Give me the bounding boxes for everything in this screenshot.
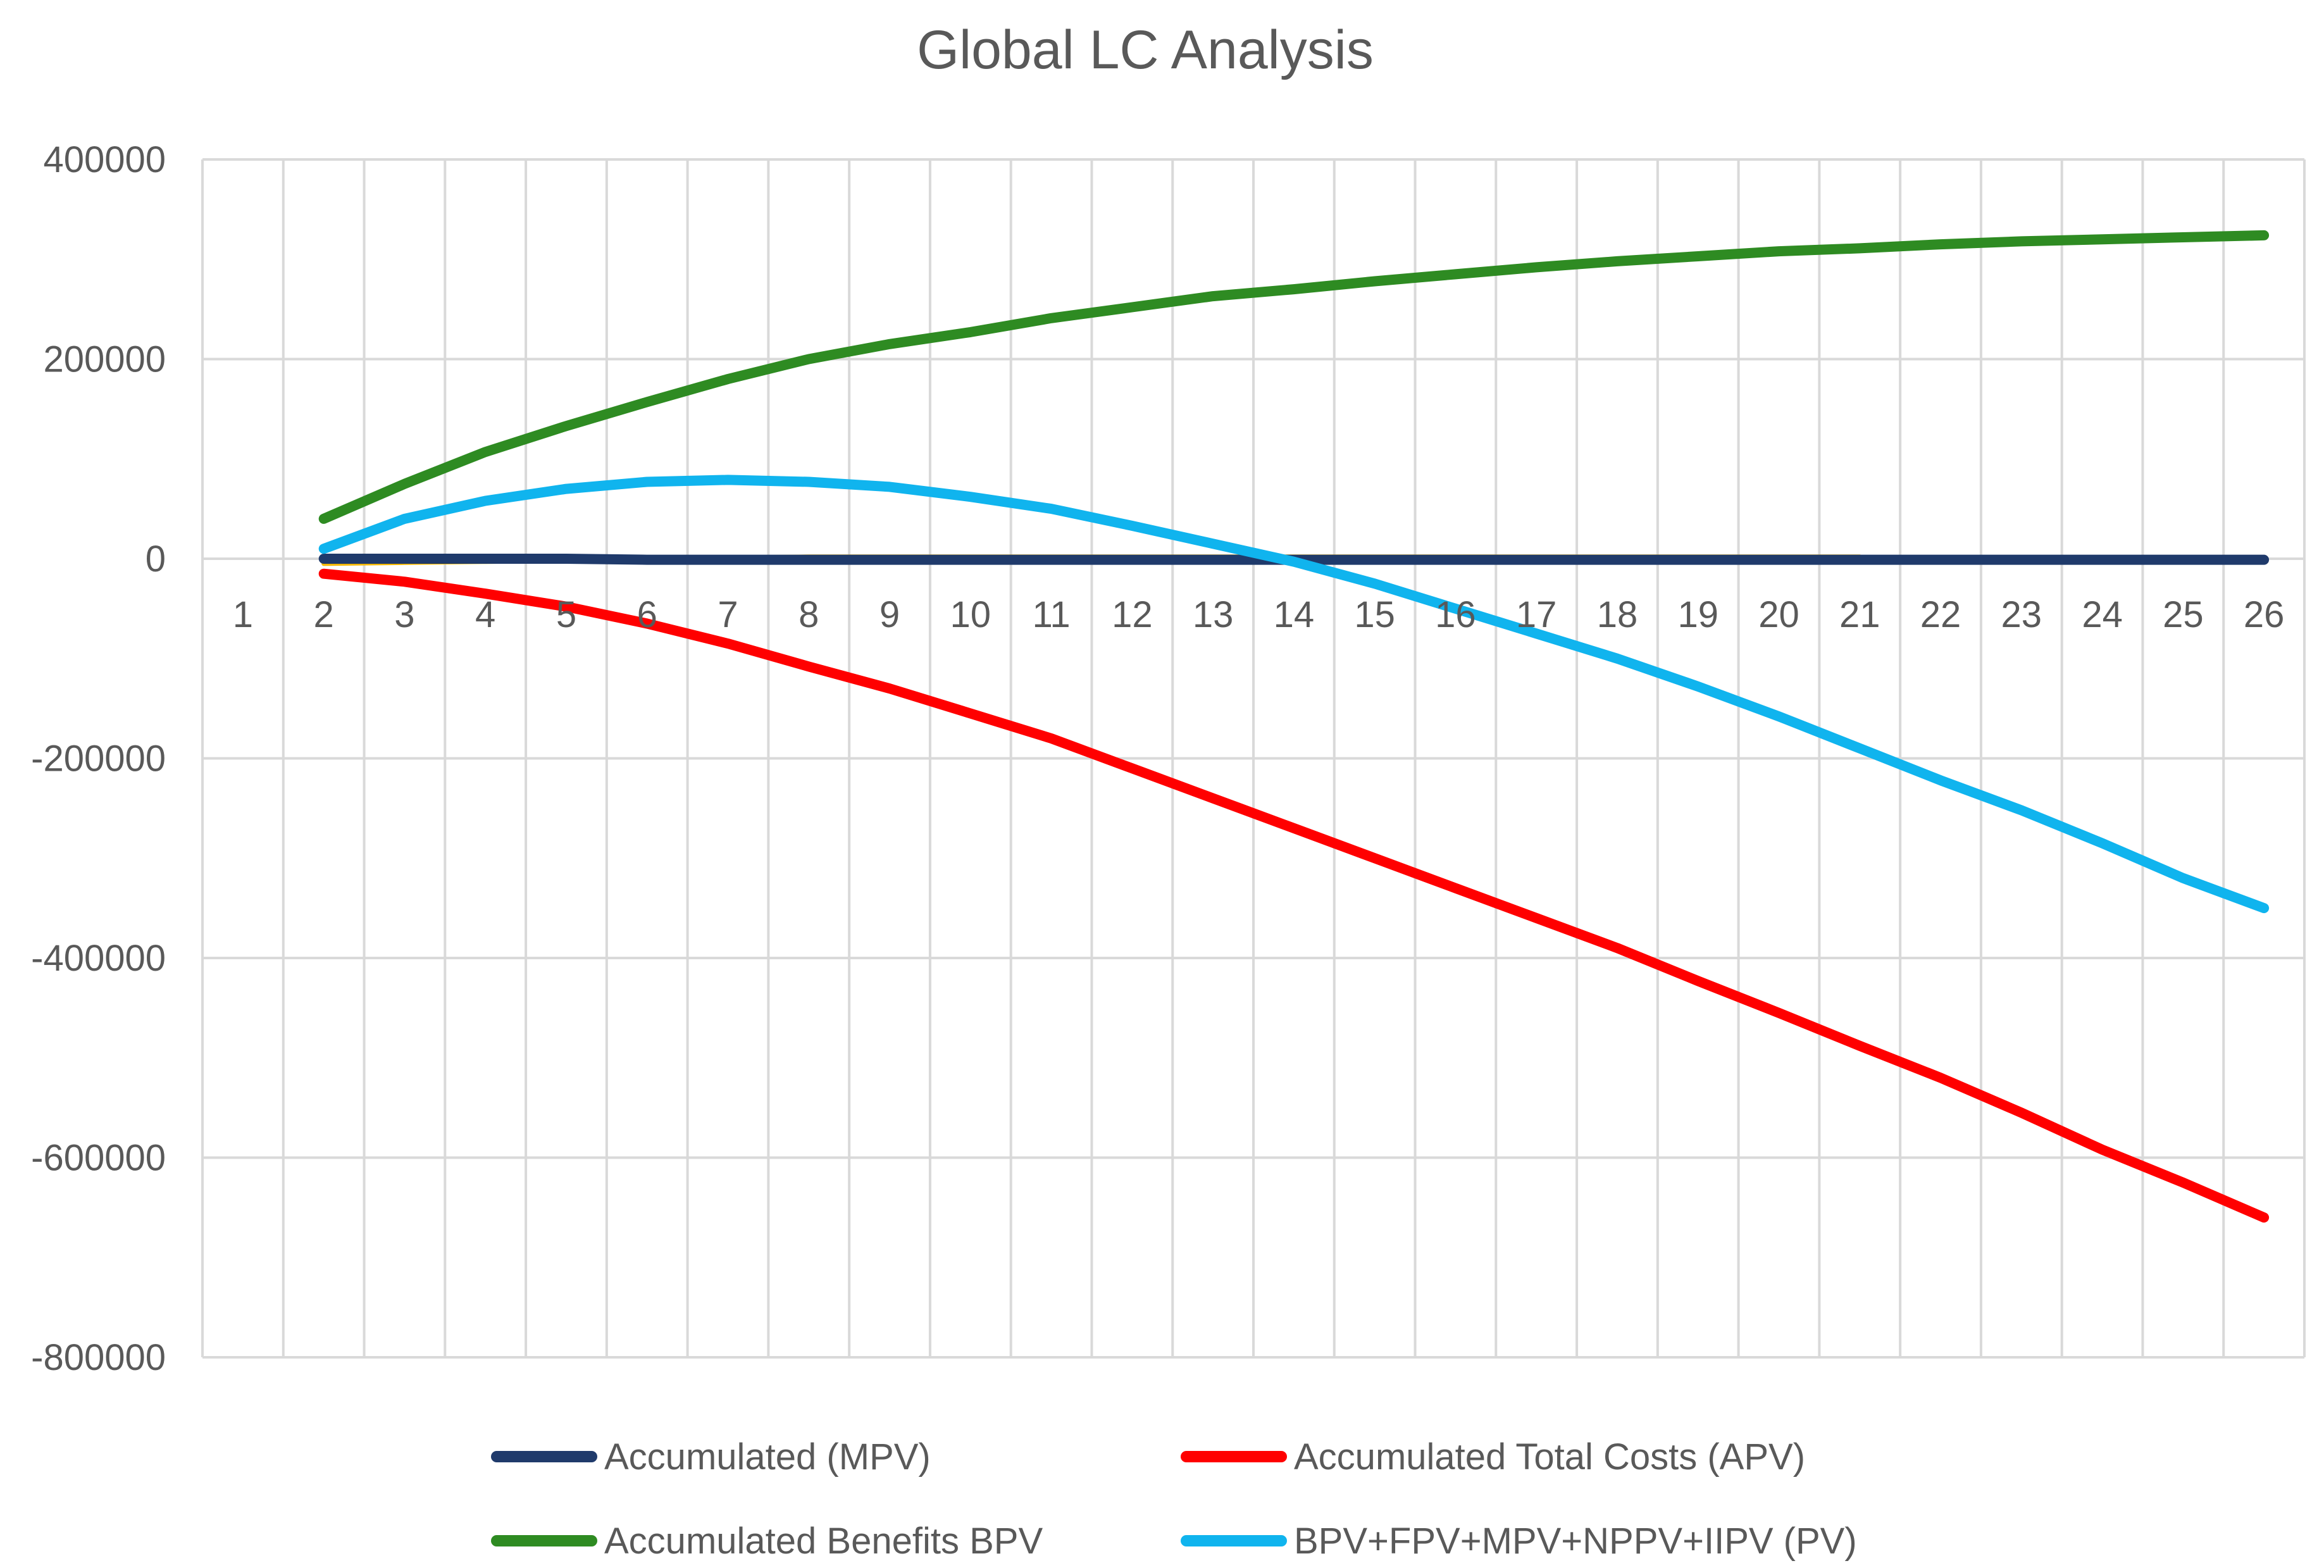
- x-tick-label: 22: [1920, 594, 1961, 635]
- x-tick-label: 23: [2001, 594, 2042, 635]
- series-lines: [318, 230, 2270, 1223]
- legend-label: Accumulated Benefits BPV: [604, 1521, 1043, 1562]
- x-tick-label: 2: [314, 594, 334, 635]
- x-tick-label: 26: [2244, 594, 2285, 635]
- legend-label: Accumulated (MPV): [604, 1436, 931, 1478]
- x-tick-label: 21: [1839, 594, 1880, 635]
- legend: Accumulated (MPV) Accumulated Total Costs…: [491, 1436, 1857, 1562]
- x-axis-tick-labels: 1 2 3 4 5 6 7 8 9 10 11 12 13 14 15 16 17 18 19 20 21 22 23 24 2…: [233, 594, 2285, 635]
- x-tick-label: 10: [950, 594, 991, 635]
- x-tick-label: 9: [879, 594, 900, 635]
- chart-title: Global LC Analysis: [917, 20, 1374, 80]
- legend-item: Accumulated Benefits BPV: [491, 1521, 1043, 1562]
- x-tick-label: 4: [475, 594, 495, 635]
- x-tick-label: 1: [233, 594, 253, 635]
- x-tick-label: 16: [1435, 594, 1476, 635]
- x-tick-label: 17: [1516, 594, 1557, 635]
- x-tick-label: 18: [1597, 594, 1638, 635]
- x-tick-label: 14: [1274, 594, 1315, 635]
- x-tick-label: 19: [1677, 594, 1718, 635]
- x-tick-label: 7: [718, 594, 738, 635]
- series-line-accumulated-benefits-bpv: [318, 230, 2270, 524]
- y-tick-label: 400000: [43, 139, 166, 180]
- x-tick-label: 6: [637, 594, 657, 635]
- legend-label: Accumulated Total Costs (APV): [1294, 1436, 1805, 1478]
- gridlines: [201, 158, 2306, 1359]
- x-tick-label: 3: [394, 594, 414, 635]
- y-axis-tick-labels: 400000 200000 0 -200000 -400000 -600000 -80000…: [31, 139, 166, 1378]
- x-tick-label: 8: [798, 594, 819, 635]
- x-tick-label: 20: [1758, 594, 1799, 635]
- x-tick-label: 11: [1032, 594, 1070, 635]
- legend-item: BPV+FPV+MPV+NPPV+IIPV (PV): [1181, 1521, 1857, 1562]
- x-tick-label: 12: [1112, 594, 1153, 635]
- x-tick-label: 24: [2082, 594, 2123, 635]
- series-line-accumulated-total-costs-apv: [318, 568, 2270, 1223]
- legend-item: Accumulated Total Costs (APV): [1181, 1436, 1805, 1478]
- series-line-bpv-fpv-mpv-nppv-iipv-pv: [318, 475, 2270, 914]
- y-tick-label: -200000: [31, 738, 166, 780]
- y-tick-label: 200000: [43, 339, 166, 380]
- y-tick-label: -800000: [31, 1337, 166, 1378]
- x-tick-label: 25: [2163, 594, 2204, 635]
- x-tick-label: 15: [1354, 594, 1395, 635]
- x-tick-label: 13: [1193, 594, 1234, 635]
- x-tick-label: 5: [556, 594, 576, 635]
- y-tick-label: 0: [146, 538, 166, 580]
- y-tick-label: -400000: [31, 938, 166, 979]
- y-tick-label: -600000: [31, 1138, 166, 1179]
- legend-item: Accumulated (MPV): [491, 1436, 931, 1478]
- legend-label: BPV+FPV+MPV+NPPV+IIPV (PV): [1294, 1521, 1857, 1562]
